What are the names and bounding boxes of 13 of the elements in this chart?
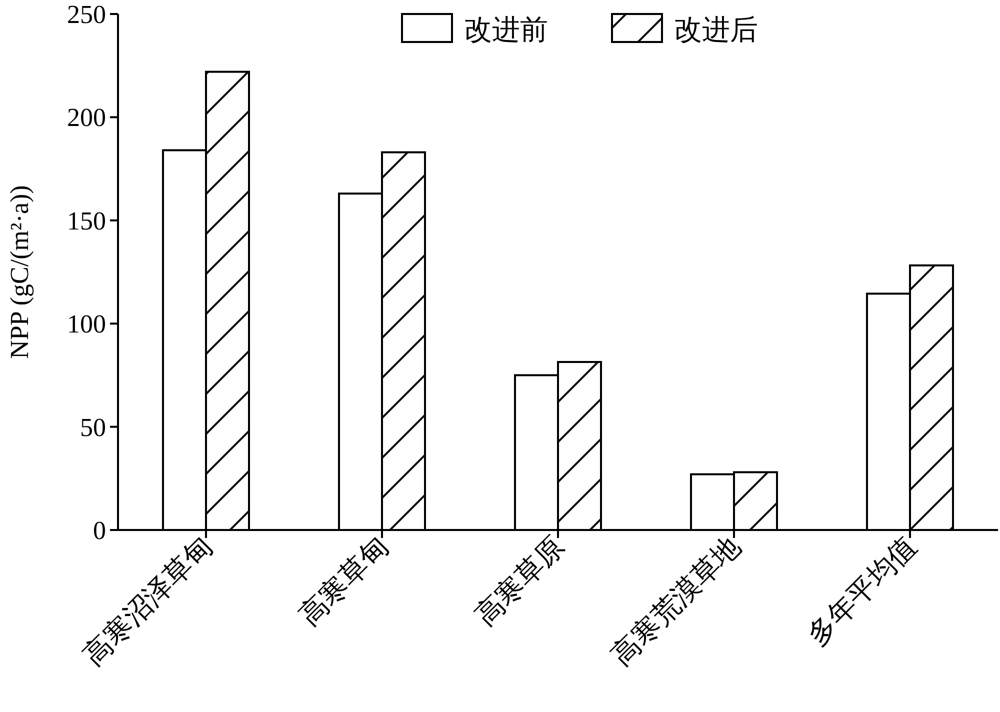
y-axis-title: NPP (gC/(m²·a)) — [5, 185, 34, 359]
y-tick-label: 100 — [67, 310, 106, 339]
legend-label: 改进前 — [464, 15, 548, 46]
x-tick-label: 高寒草原 — [470, 531, 571, 632]
y-tick-label: 50 — [80, 412, 106, 442]
x-tick-label: 高寒草甸 — [294, 531, 395, 632]
y-tick-label: 250 — [67, 0, 106, 29]
x-tick-label: 高寒荒漠草地 — [606, 531, 747, 672]
y-tick-label: 0 — [93, 516, 106, 545]
y-tick-label: 150 — [67, 206, 106, 236]
x-tick-label: 多年平均值 — [802, 531, 923, 652]
legend-label: 改进后 — [674, 15, 758, 46]
y-tick-label: 200 — [67, 103, 106, 132]
